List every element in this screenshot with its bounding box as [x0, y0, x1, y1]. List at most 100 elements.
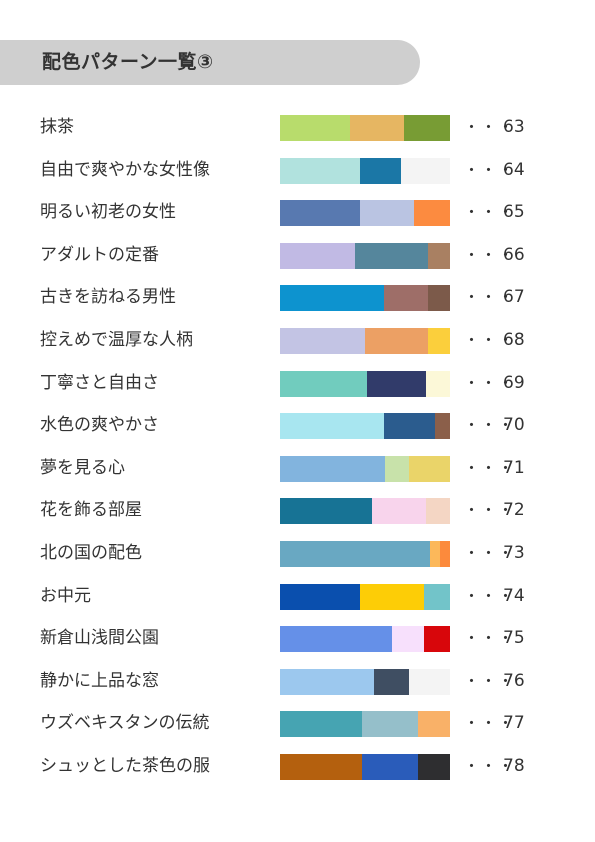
- pattern-name: 水色の爽やかさ: [40, 415, 159, 436]
- pattern-name: 丁寧さと自由さ: [40, 372, 159, 393]
- page-number: 77: [503, 713, 525, 734]
- color-swatch-segment: [280, 583, 360, 610]
- page-number: 71: [503, 457, 525, 478]
- list-item[interactable]: 静かに上品な窓 ・・・ 76: [0, 660, 595, 703]
- color-swatch-segment: [427, 242, 450, 269]
- color-swatch-bar: [280, 115, 450, 141]
- leader-dots: ・・・: [464, 373, 516, 392]
- color-swatch-bar: [280, 583, 450, 610]
- leader-dots: ・・・: [464, 245, 516, 264]
- pattern-name: 控えめで温厚な人柄: [40, 329, 193, 350]
- list-item[interactable]: シュッとした茶色の服 ・・・ 78: [0, 745, 595, 788]
- color-swatch-segment: [280, 327, 365, 354]
- color-swatch-segment: [280, 242, 355, 269]
- page-number: 75: [503, 628, 525, 649]
- list-item[interactable]: 夢を見る心 ・・・ 71: [0, 447, 595, 490]
- color-swatch-segment: [359, 583, 425, 610]
- color-swatch-segment: [359, 200, 415, 227]
- color-swatch-bar: [280, 370, 450, 397]
- color-swatch-segment: [280, 157, 360, 184]
- leader-dots: ・・・: [464, 756, 516, 775]
- color-swatch-segment: [400, 157, 450, 184]
- pattern-name: 夢を見る心: [40, 457, 125, 478]
- page-number: 65: [503, 202, 525, 223]
- color-swatch-segment: [424, 626, 450, 653]
- color-swatch-segment: [417, 753, 450, 780]
- list-item[interactable]: 自由で爽やかな女性像 ・・・ 64: [0, 149, 595, 192]
- page-number: 72: [503, 500, 525, 521]
- leader-dots: ・・・: [464, 288, 516, 307]
- color-swatch-bar: [280, 626, 450, 653]
- leader-dots: ・・・: [464, 714, 516, 733]
- list-item[interactable]: 古きを訪ねる男性 ・・・ 67: [0, 276, 595, 319]
- section-header: 配色パターン一覧③: [0, 40, 420, 85]
- pattern-name: アダルトの定番: [40, 244, 159, 265]
- color-swatch-segment: [373, 668, 410, 695]
- pattern-name: 古きを訪ねる男性: [40, 287, 176, 308]
- color-swatch-segment: [280, 668, 374, 695]
- pattern-name: シュッとした茶色の服: [40, 755, 210, 776]
- leader-dots: ・・・: [464, 629, 516, 648]
- color-swatch-segment: [280, 200, 360, 227]
- page-number: 78: [503, 755, 525, 776]
- color-swatch-segment: [427, 327, 450, 354]
- leader-dots: ・・・: [464, 203, 516, 222]
- color-swatch-segment: [404, 115, 450, 141]
- color-swatch-bar: [280, 498, 450, 525]
- page-number: 76: [503, 670, 525, 691]
- color-swatch-segment: [427, 285, 450, 312]
- pattern-name: 新倉山浅間公園: [40, 628, 159, 649]
- list-item[interactable]: 北の国の配色 ・・・ 73: [0, 532, 595, 575]
- page-number: 68: [503, 329, 525, 350]
- page-number: 63: [503, 117, 525, 137]
- leader-dots: ・・・: [464, 330, 516, 349]
- color-swatch-bar: [280, 413, 450, 440]
- color-swatch-segment: [349, 115, 405, 141]
- page-number: 64: [503, 159, 525, 180]
- pattern-name: 自由で爽やかな女性像: [40, 159, 210, 180]
- color-swatch-bar: [280, 455, 450, 482]
- list-item[interactable]: 花を飾る部屋 ・・・ 72: [0, 489, 595, 532]
- leader-dots: ・・・: [464, 160, 516, 179]
- color-swatch-segment: [434, 413, 450, 440]
- leader-dots: ・・・: [464, 416, 516, 435]
- color-swatch-segment: [280, 626, 393, 653]
- color-swatch-segment: [371, 498, 427, 525]
- list-item[interactable]: 丁寧さと自由さ ・・・ 69: [0, 362, 595, 405]
- list-item[interactable]: 水色の爽やかさ ・・・ 70: [0, 404, 595, 447]
- color-swatch-segment: [426, 498, 450, 525]
- color-swatch-segment: [417, 711, 450, 738]
- color-swatch-segment: [409, 668, 450, 695]
- color-swatch-segment: [280, 498, 372, 525]
- list-item[interactable]: 新倉山浅間公園 ・・・ 75: [0, 617, 595, 660]
- list-item[interactable]: アダルトの定番 ・・・ 66: [0, 234, 595, 277]
- color-swatch-segment: [361, 711, 418, 738]
- page-number: 69: [503, 372, 525, 393]
- color-swatch-segment: [361, 753, 418, 780]
- list-item[interactable]: お中元 ・・・ 74: [0, 575, 595, 618]
- color-swatch-segment: [426, 370, 450, 397]
- color-pattern-list: 抹茶 ・・・ 63 自由で爽やかな女性像 ・・・ 64 明るい初老の女性 ・・・ 65 アダルトの…: [0, 106, 595, 788]
- color-swatch-bar: [280, 242, 450, 269]
- list-item[interactable]: 抹茶 ・・・ 63: [0, 106, 595, 149]
- color-swatch-bar: [280, 200, 450, 227]
- color-swatch-segment: [280, 370, 367, 397]
- leader-dots: ・・・: [464, 543, 516, 562]
- color-swatch-segment: [280, 285, 384, 312]
- list-item[interactable]: 明るい初老の女性 ・・・ 65: [0, 191, 595, 234]
- list-item[interactable]: 控えめで温厚な人柄 ・・・ 68: [0, 319, 595, 362]
- color-swatch-bar: [280, 668, 450, 695]
- color-swatch-segment: [383, 285, 428, 312]
- color-swatch-segment: [409, 455, 450, 482]
- pattern-name: 明るい初老の女性: [40, 202, 176, 223]
- color-swatch-segment: [429, 540, 440, 567]
- color-swatch-bar: [280, 157, 450, 184]
- leader-dots: ・・・: [464, 458, 516, 477]
- color-swatch-segment: [392, 626, 425, 653]
- page-number: 74: [503, 585, 525, 606]
- color-swatch-segment: [383, 413, 435, 440]
- color-swatch-segment: [354, 242, 428, 269]
- list-item[interactable]: ウズベキスタンの伝統 ・・・ 77: [0, 702, 595, 745]
- pattern-name: 花を飾る部屋: [40, 500, 142, 521]
- color-swatch-segment: [385, 455, 410, 482]
